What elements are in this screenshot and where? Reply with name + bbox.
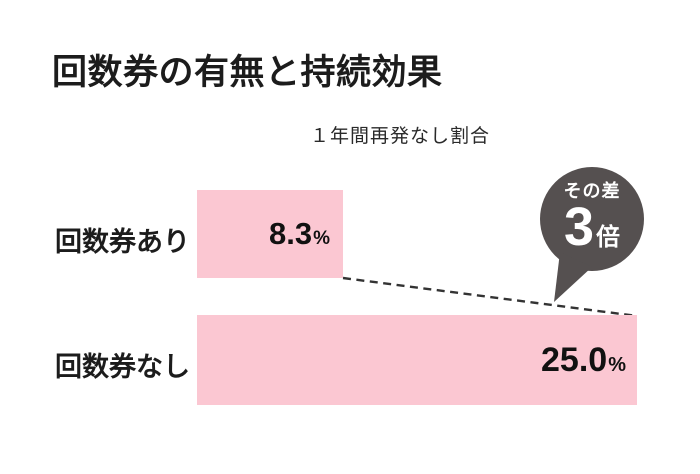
percent-sign: %	[313, 228, 330, 249]
difference-connector-line	[342, 276, 638, 318]
bar-without-ticket: 25.0%	[197, 315, 637, 405]
page-title: 回数券の有無と持続効果	[52, 53, 443, 92]
category-label-with-ticket: 回数券あり	[55, 227, 190, 257]
category-label-without-ticket: 回数券なし	[55, 352, 190, 382]
difference-annotation-value: 3 倍	[540, 197, 644, 257]
value-label-with-ticket: 8.3%	[269, 216, 330, 252]
difference-multiplier-suffix: 倍	[596, 224, 621, 251]
chart-subtitle: １年間再発なし割合	[309, 126, 490, 147]
value-label-without-ticket: 25.0%	[541, 341, 626, 380]
percent-sign: %	[608, 353, 626, 376]
bar-with-ticket: 8.3%	[197, 190, 343, 278]
value-number: 25.0	[541, 340, 608, 379]
difference-annotation-caption: その差	[563, 181, 621, 201]
value-number: 8.3	[268, 216, 313, 251]
difference-multiplier-number: 3	[563, 197, 595, 257]
difference-bubble-tail	[554, 252, 592, 302]
difference-annotation: その差 3 倍	[540, 181, 644, 257]
